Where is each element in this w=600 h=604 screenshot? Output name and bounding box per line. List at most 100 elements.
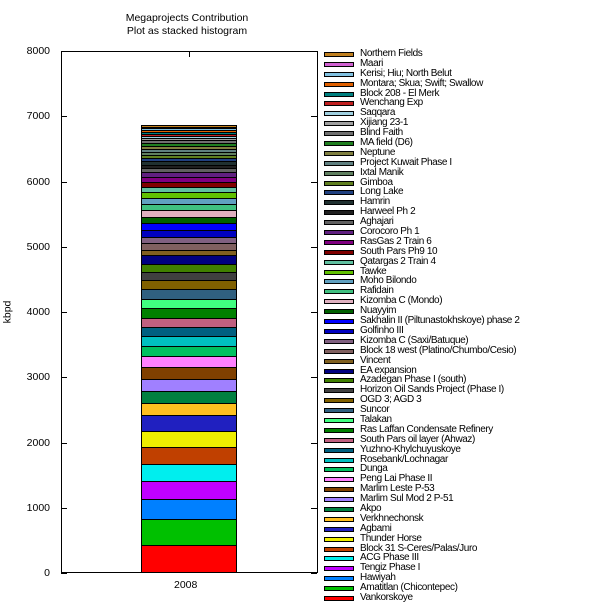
y-tick-mark [311,116,317,118]
bar-segment [141,237,237,245]
legend-swatch [324,141,354,147]
legend-label: Rosebank/Lochnagar [360,453,448,465]
legend-swatch [324,180,354,186]
legend-item: Neptune [324,147,600,159]
legend-item: Sakhalin II (Piltunastokhskoye) phase 2 [324,316,600,327]
y-tick-label: 6000 [26,175,50,188]
legend-label: Horizon Oil Sands Project (Phase I) [360,384,504,396]
legend-item: Harweel Ph 2 [324,207,600,218]
x-tick-top [189,51,190,57]
legend-item: MA field (D6) [324,138,600,149]
legend-item: Azadegan Phase I (south) [324,374,600,386]
legend-item: Marlim Leste P-53 [324,483,600,495]
legend-label: Qatargas 2 Train 4 [360,255,436,267]
legend-item: Aghajari [324,217,600,228]
legend-label: Thunder Horse [360,532,422,544]
legend-item: OGD 3; AGD 3 [324,394,600,406]
legend-swatch [324,378,354,384]
legend-label: Nuayyim [360,305,397,317]
legend-label: Dunga [360,463,388,475]
legend-item: Akpo [324,503,600,515]
legend-item: South Pars Ph9 10 [324,246,600,258]
legend-swatch [324,595,354,601]
bar-segment [141,356,237,369]
legend-swatch [324,200,354,206]
legend-swatch [324,437,354,443]
legend-label: Talakan [360,413,392,425]
legend-swatch [324,269,354,275]
legend-item: Qatargas 2 Train 4 [324,255,600,268]
legend-swatch [324,61,354,67]
legend-item: Horizon Oil Sands Project (Phase I) [324,384,600,396]
y-tick-mark [311,377,317,379]
legend-item: Montara; Skua; Swift; Swallow [324,78,600,90]
legend-swatch [324,91,354,97]
legend-swatch [324,170,354,176]
y-tick-label: 5000 [26,240,50,253]
legend-item: Xijiang 23-1 [324,118,600,129]
legend-label: Kizomba C (Saxi/Batuque) [360,334,469,346]
y-tick-mark [61,507,67,509]
y-tick-mark [61,51,67,52]
legend-swatch [324,556,354,562]
legend-item: Marlim Sul Mod 2 P-51 [324,493,600,505]
legend-label: Long Lake [360,186,404,198]
bar-segment [141,327,237,338]
legend-swatch [324,259,354,265]
bar-segment [141,446,237,465]
legend-item: Ixtal Manik [324,166,600,179]
legend-swatch [324,230,354,236]
y-tick-mark [61,181,67,183]
legend-swatch [324,546,354,552]
legend-swatch [324,111,354,117]
bar-segment [141,480,237,500]
legend-swatch [324,52,354,57]
legend-item: Golfinho III [324,325,600,337]
y-tick-mark [61,573,67,574]
legend-item: Verkhnechonsk [324,513,600,525]
legend-item: Talakan [324,413,600,426]
legend-label: South Pars oil layer (Ahwaz) [360,433,475,445]
legend-label: OGD 3; AGD 3 [360,394,422,406]
legend-label: Corocoro Ph 1 [360,226,420,238]
legend-label: Marlim Sul Mod 2 P-51 [360,493,454,505]
legend-label: Kizomba C (Mondo) [360,295,443,307]
legend-item: ACG Phase III [324,553,600,564]
bar-segment [141,346,237,358]
legend-label: Kerisi; Hiu; North Belut [360,67,452,79]
bar-segment [141,243,237,251]
legend-item: Agbami [324,523,600,535]
legend-swatch [324,506,354,512]
legend-label: Saqqara [360,107,396,119]
legend-label: Maari [360,57,384,69]
legend-label: Marlim Leste P-53 [360,483,435,495]
legend-label: Northern Fields [360,48,423,59]
legend-item: Gimboa [324,177,600,189]
legend-label: Rafidain [360,285,394,297]
legend-label: Azadegan Phase I (south) [360,374,467,386]
legend-item: Wenchang Exp [324,98,600,109]
legend-item: Vankorskoye [324,592,600,604]
legend-label: EA expansion [360,364,417,376]
legend-swatch [324,239,354,245]
legend-swatch [324,497,354,503]
legend-item: Rafidain [324,285,600,297]
legend-label: Hawiyah [360,572,396,584]
bar-segment [141,223,237,232]
x-tick-label-2008: 2008 [174,579,198,591]
y-tick-label: 3000 [26,371,50,384]
legend-swatch [324,516,354,522]
y-tick-mark [311,312,317,313]
legend-item: Kerisi; Hiu; North Belut [324,67,600,80]
legend: Northern Fields Maari Kerisi; Hiu; North B… [324,48,600,604]
legend-label: Ixtal Manik [360,166,404,178]
bar-segment [141,217,237,225]
legend-swatch [324,576,354,582]
legend-swatch [324,160,354,166]
legend-swatch [324,427,354,433]
legend-label: Yuzhno-Khylchuyuskoye [360,443,461,455]
legend-label: Project Kuwait Phase I [360,156,452,168]
legend-swatch [324,586,354,592]
legend-item: Suncor [324,405,600,416]
legend-swatch [324,289,354,295]
